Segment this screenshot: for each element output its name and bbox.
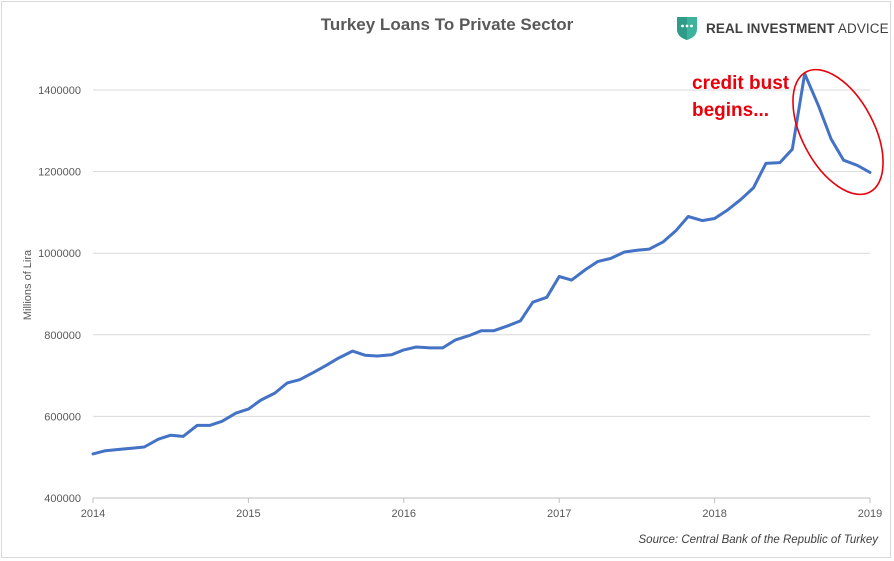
x-tick-label: 2016 <box>392 508 416 520</box>
x-tick-label: 2017 <box>547 508 571 520</box>
x-tick-label: 2018 <box>702 508 726 520</box>
shield-icon <box>677 17 697 40</box>
y-tick-label: 800000 <box>44 330 81 342</box>
y-tick-label: 1200000 <box>38 167 81 179</box>
brand-logo[interactable]: REAL INVESTMENT ADVICE <box>676 14 889 42</box>
annotation-line-1: credit bust <box>692 73 790 94</box>
x-tick-label: 2014 <box>81 508 105 520</box>
x-tick-label: 2019 <box>858 508 882 520</box>
y-tick-label: 600000 <box>44 411 81 423</box>
highlight-ellipse <box>792 68 884 196</box>
brand-name-light: ADVICE <box>834 20 889 36</box>
y-axis-label: Millions of Lira <box>22 249 34 321</box>
y-tick-label: 400000 <box>44 493 81 505</box>
series-line <box>91 72 872 456</box>
y-tick-label: 1000000 <box>38 248 81 260</box>
x-axis-ticks: 2014 2015 2016 2017 2018 2019 <box>81 498 882 520</box>
y-axis-ticks: 400000 600000 800000 1000000 1200000 1400000 <box>38 85 81 505</box>
y-tick-label: 1400000 <box>38 85 81 97</box>
annotation-text: credit bust begins... <box>692 70 789 124</box>
gridlines <box>93 89 870 417</box>
source-note: Source: Central Bank of the Republic of … <box>638 534 879 546</box>
annotation-line-2: begins... <box>692 100 770 121</box>
brand-name: REAL INVESTMENT ADVICE <box>706 21 889 36</box>
x-tick-label: 2015 <box>236 508 260 520</box>
brand-name-strong: REAL INVESTMENT <box>706 20 835 36</box>
chart-title: Turkey Loans To Private Sector <box>320 15 574 34</box>
